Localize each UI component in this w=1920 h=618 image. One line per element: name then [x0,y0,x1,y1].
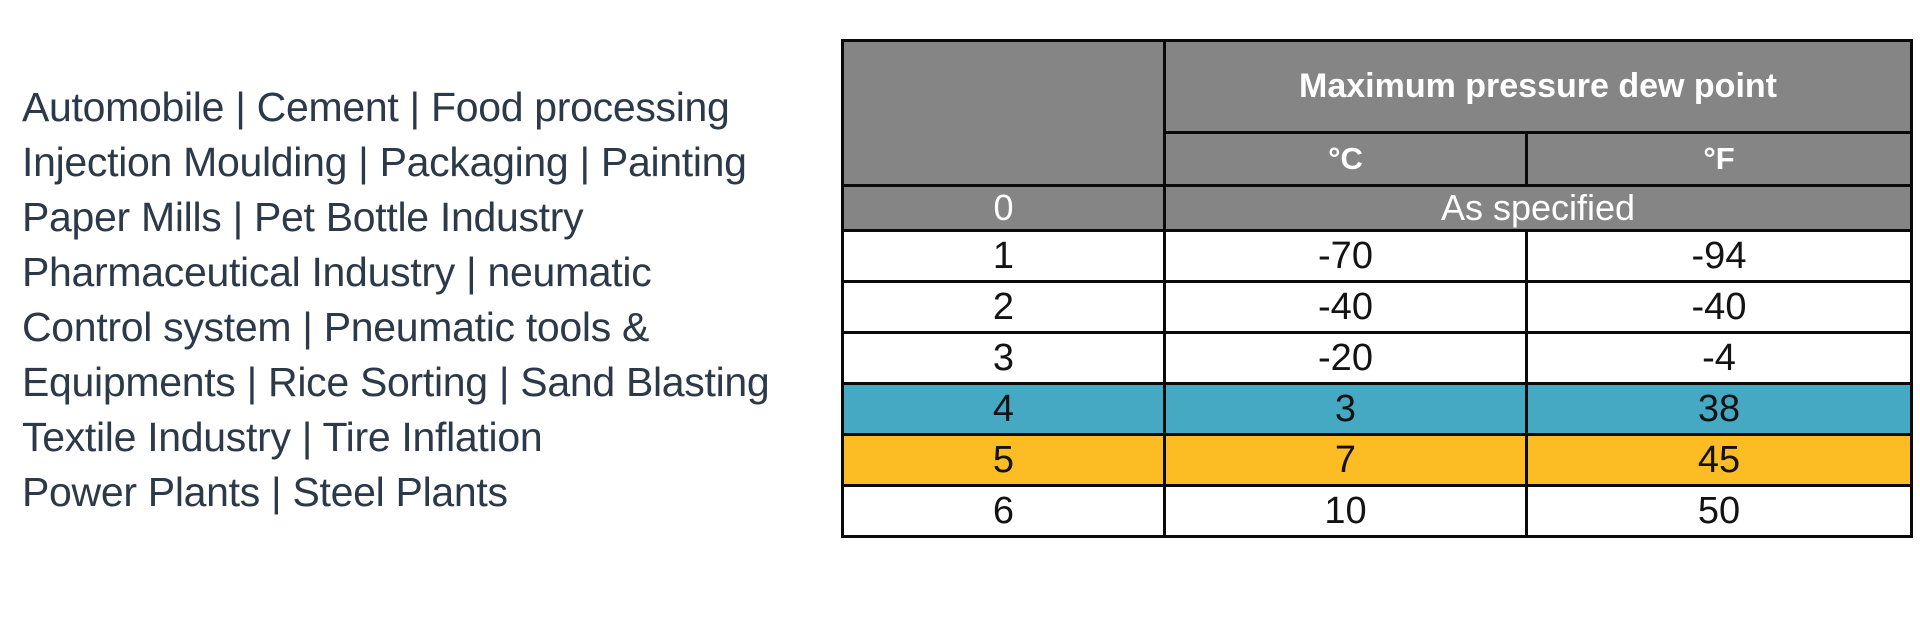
industries-line-6: Equipments | Rice Sorting | Sand Blastin… [22,359,770,405]
dew-point-f-cell: 45 [1525,433,1913,487]
class-number-cell: 2 [841,280,1166,334]
unit-celsius-cell: °C [1163,131,1528,187]
industries-line-5: Control system | Pneumatic tools & [22,304,650,350]
dew-point-f-cell: -40 [1525,280,1913,334]
class-number-cell: 5 [841,433,1166,487]
table-title-cell: Maximum pressure dew point [1163,39,1913,134]
dew-point-c-cell: 3 [1163,382,1528,436]
class-number-cell: 3 [841,331,1166,385]
class-number-cell: 1 [841,229,1166,283]
class-number-cell: 0 [841,184,1166,232]
blank-header-cell [841,39,1166,187]
table-row-class-1: 1 -70 -94 [841,229,1913,283]
dew-point-c-cell: 10 [1163,484,1528,538]
table-row-class-2: 2 -40 -40 [841,280,1913,334]
table-row-class-4-highlighted-teal: 4 3 38 [841,382,1913,436]
dew-point-f-cell: -4 [1525,331,1913,385]
unit-fahrenheit-cell: °F [1525,131,1913,187]
dew-point-c-cell: 7 [1163,433,1528,487]
industries-line-3: Paper Mills | Pet Bottle Industry [22,194,584,240]
industries-line-4: Pharmaceutical Industry | neumatic [22,249,652,295]
table-units-row: °C °F [843,131,1913,187]
dew-point-f-cell: 38 [1525,382,1913,436]
industries-line-8: Power Plants | Steel Plants [22,469,508,515]
dew-point-f-cell: -94 [1525,229,1913,283]
dew-point-c-cell: -20 [1163,331,1528,385]
table-row-class-5-highlighted-yellow: 5 7 45 [841,433,1913,487]
class-number-cell: 4 [841,382,1166,436]
industries-line-2: Injection Moulding | Packaging | Paintin… [22,139,747,185]
dew-point-c-cell: -70 [1163,229,1528,283]
table-row-class-3: 3 -20 -4 [841,331,1913,385]
dew-point-table: Maximum pressure dew point °C °F 0 As sp… [841,39,1913,538]
industries-line-7: Textile Industry | Tire Inflation [22,414,543,460]
industries-line-1: Automobile | Cement | Food processing [22,84,730,130]
dew-point-f-cell: 50 [1525,484,1913,538]
table-row-class-6: 6 10 50 [841,484,1913,538]
dew-point-c-cell: -40 [1163,280,1528,334]
industries-text-block: Automobile | Cement | Food processing In… [22,80,770,520]
class-number-cell: 6 [841,484,1166,538]
as-specified-cell: As specified [1163,184,1913,232]
table-title-row: Maximum pressure dew point [841,39,1913,187]
table-row-class-0: 0 As specified [841,184,1913,232]
